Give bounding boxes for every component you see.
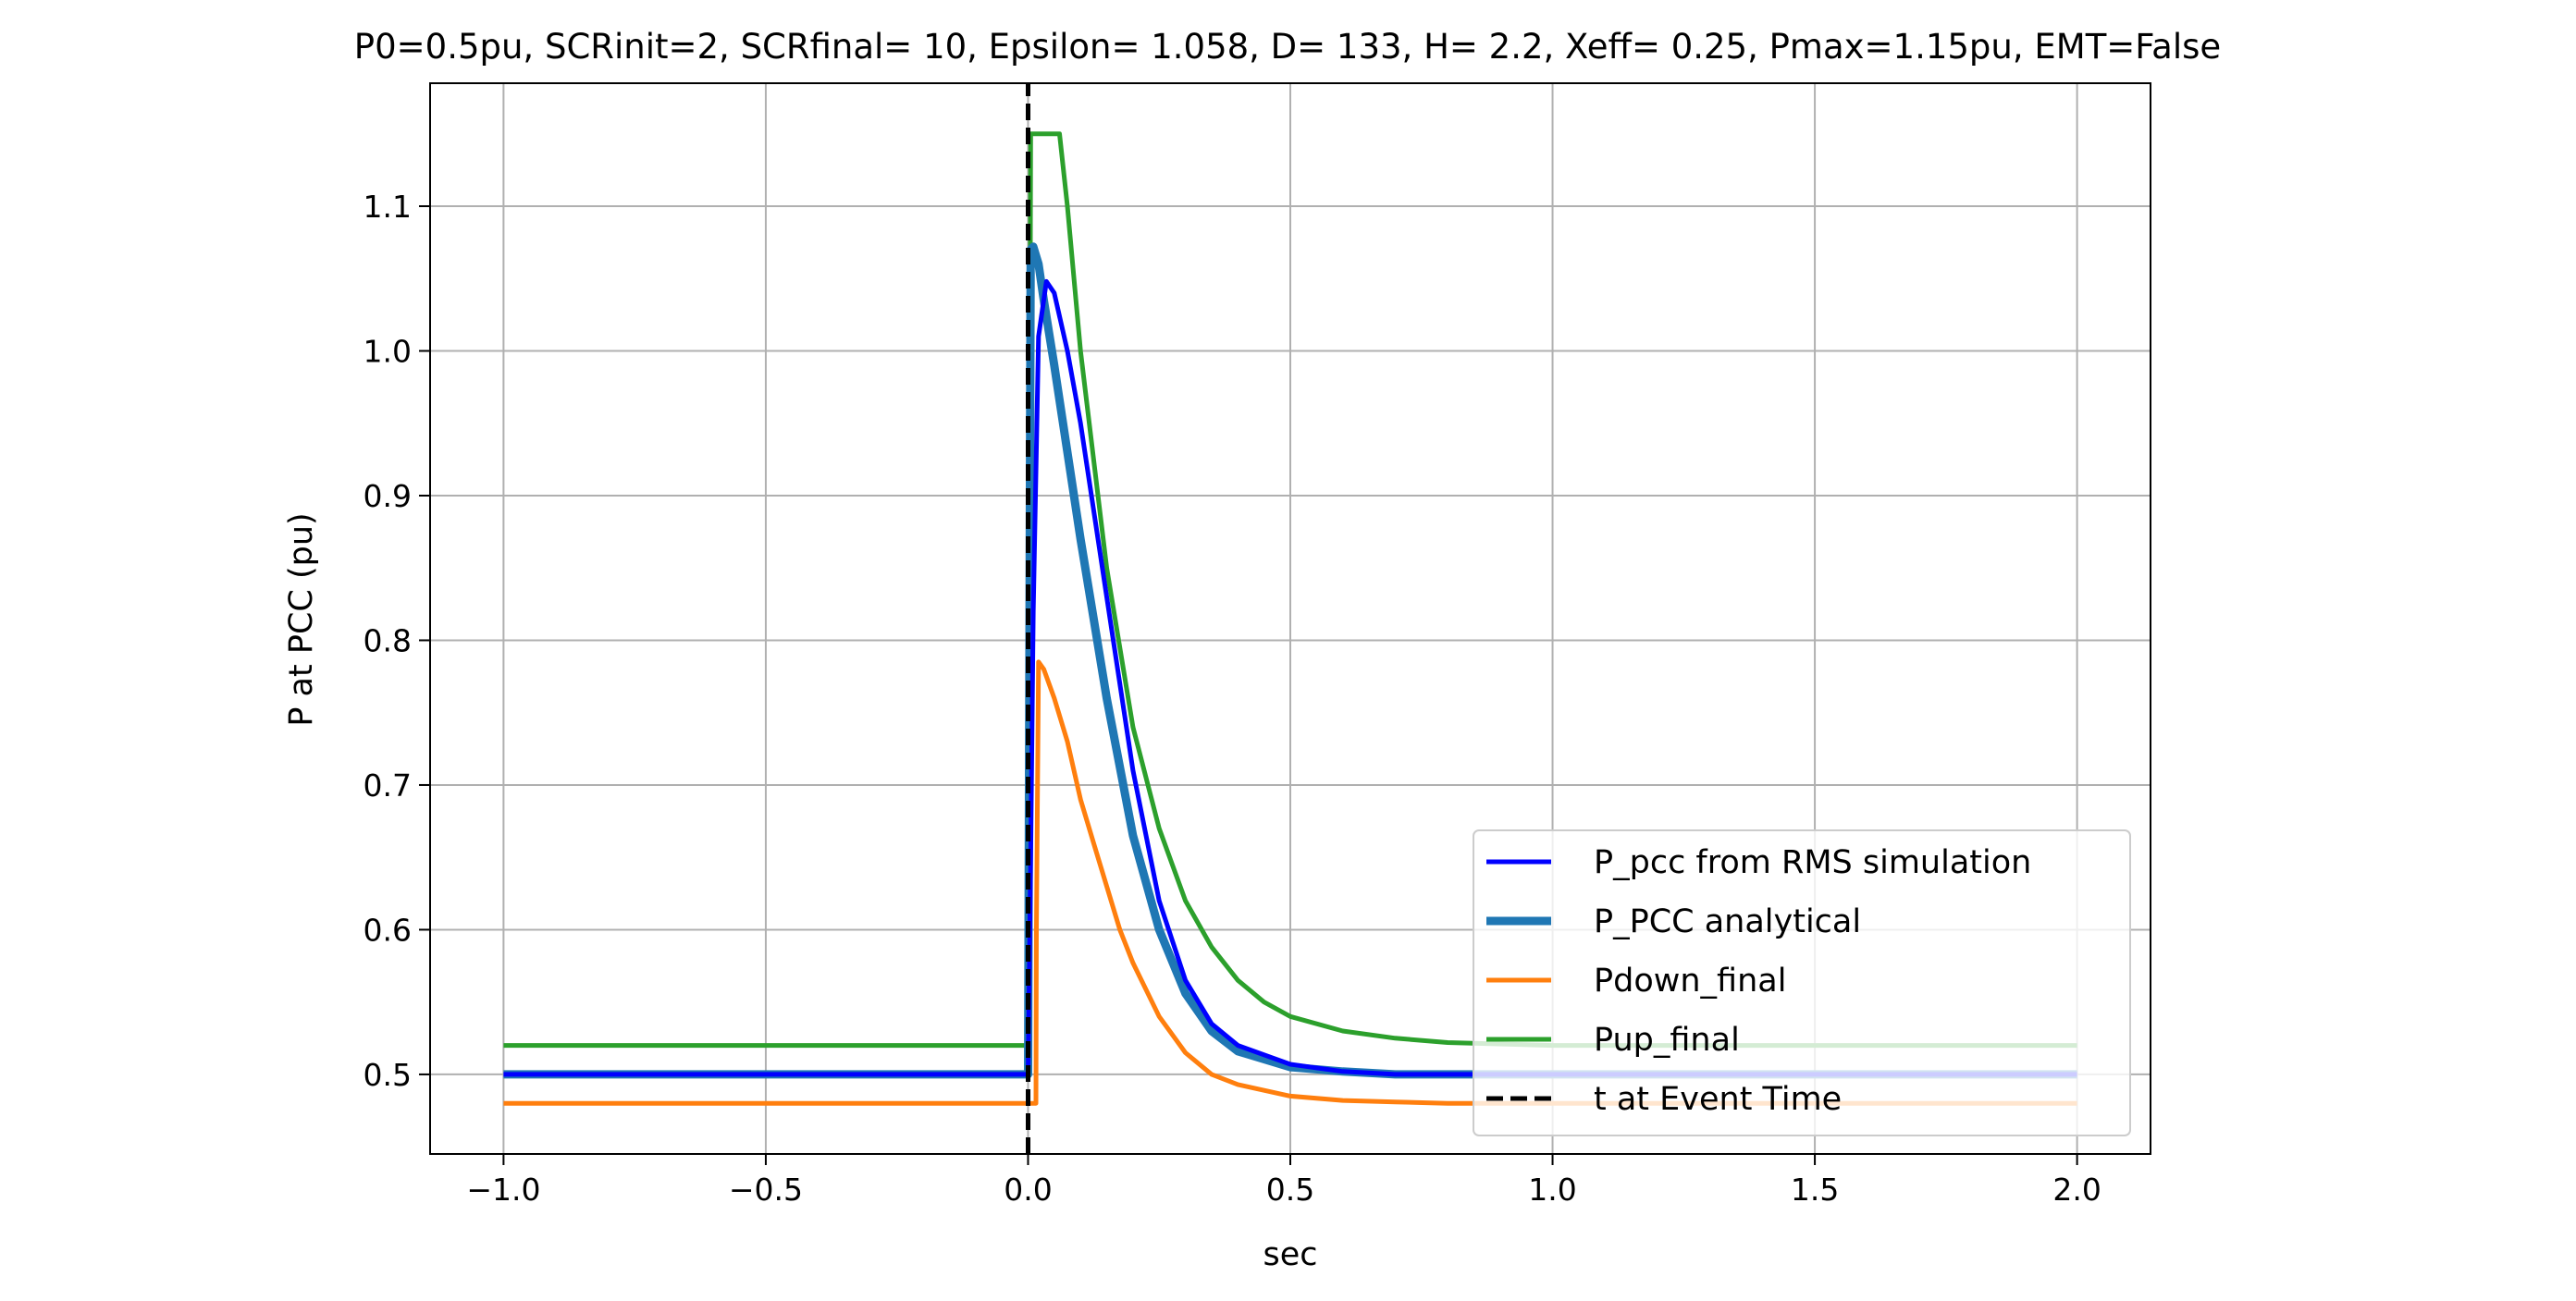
x-tick-label: 1.5 — [1791, 1172, 1839, 1208]
legend: P_pcc from RMS simulation P_PCC analytica… — [1473, 829, 2131, 1136]
x-tick-label: −0.5 — [729, 1172, 803, 1208]
y-tick-label: 0.7 — [364, 767, 412, 804]
series-group — [503, 83, 2077, 1154]
x-tick-label: 1.0 — [1528, 1172, 1576, 1208]
y-tick-label: 0.6 — [364, 912, 412, 948]
y-tick-label: 0.5 — [364, 1057, 412, 1093]
x-tick-label: 0.0 — [1004, 1172, 1052, 1208]
x-tick-label: 0.5 — [1266, 1172, 1314, 1208]
legend-label-pup-final: Pup_final — [1594, 1022, 1740, 1059]
gridlines — [430, 83, 2151, 1154]
series-line-pdown-final — [503, 659, 2077, 1106]
x-axis-label: sec — [1263, 1236, 1317, 1273]
y-tick-label: 0.9 — [364, 478, 412, 514]
y-tick-label: 1.1 — [364, 189, 412, 225]
series-line-pup-final — [503, 131, 2077, 1049]
y-tick-label: 0.8 — [364, 622, 412, 658]
series-line-p-pcc-from-rms-simulation — [503, 278, 2077, 1077]
y-axis-label: P at PCC (pu) — [283, 512, 320, 726]
y-tick-label: 1.0 — [364, 334, 412, 370]
legend-label-p-pcc-from-rms-simulation: P_pcc from RMS simulation — [1594, 844, 2031, 881]
legend-box — [1473, 829, 2131, 1136]
x-axis-ticks: −1.0 −0.5 0.0 0.5 1.0 1.5 2.0 — [466, 1154, 2101, 1208]
chart-title: P0=0.5pu, SCRinit=2, SCRfinal= 10, Epsil… — [354, 27, 2221, 67]
x-tick-label: 2.0 — [2052, 1172, 2101, 1208]
x-tick-label: −1.0 — [466, 1172, 540, 1208]
legend-label-pdown-final: Pdown_final — [1594, 963, 1786, 1000]
y-axis-ticks: 0.5 0.6 0.7 0.8 0.9 1.0 1.1 — [364, 189, 430, 1093]
legend-label-p-pcc-analytical: P_PCC analytical — [1594, 903, 1861, 940]
legend-label-t-at-event-time: t at Event Time — [1594, 1081, 1842, 1118]
